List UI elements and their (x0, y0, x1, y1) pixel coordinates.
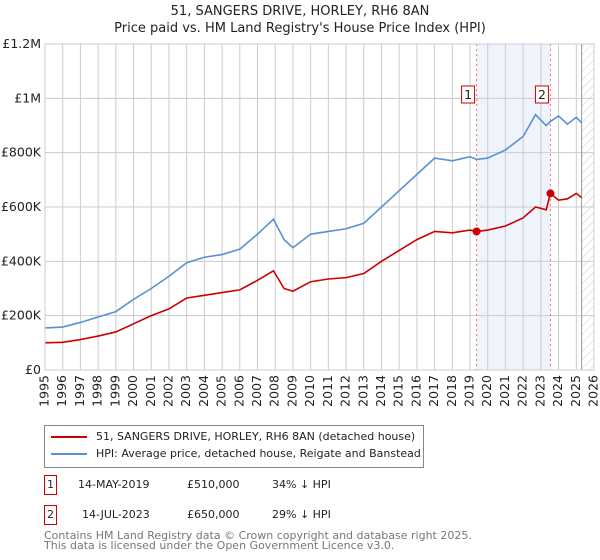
marker-label: 2 (534, 85, 549, 104)
legend: 51, SANGERS DRIVE, HORLEY, RH6 8AN (deta… (44, 425, 424, 468)
x-tick-label: 2022 (515, 375, 530, 407)
marker-label: 1 (461, 85, 476, 104)
marker-box (461, 85, 476, 104)
legend-swatch (51, 452, 87, 455)
x-tick-label: 2017 (426, 375, 441, 407)
x-tick-label: 2012 (338, 375, 353, 407)
marker-badge: 1 (44, 475, 57, 495)
y-tick-label: £0 (25, 362, 41, 377)
legend-item-hpi: HPI: Average price, detached house, Reig… (51, 447, 421, 460)
sale-point (546, 189, 555, 198)
y-tick-label: £400K (1, 253, 42, 268)
footer-licence: This data is licensed under the Open Gov… (44, 539, 395, 552)
marker-number: 1 (464, 87, 472, 102)
series-line (44, 113, 583, 329)
y-tick-label: £1.2M (2, 36, 41, 51)
legend-label: 51, SANGERS DRIVE, HORLEY, RH6 8AN (deta… (96, 430, 416, 443)
x-tick-label: 2021 (497, 375, 512, 407)
x-tick-label: 2025 (568, 375, 583, 407)
footer: Contains HM Land Registry data © Crown c… (44, 529, 472, 552)
x-tick-label: 1996 (54, 375, 69, 407)
transaction-price: £650,000 (187, 508, 240, 521)
x-tick-label: 2005 (214, 375, 229, 407)
x-tick-label: 2026 (586, 375, 600, 407)
x-tick-label: 2016 (408, 375, 423, 407)
x-tick-label: 2010 (302, 375, 317, 407)
x-tick-label: 2015 (391, 375, 406, 407)
transaction-hpi-diff: 29% ↓ HPI (272, 508, 331, 521)
transaction-row: 1 14-MAY-2019 £510,000 34% ↓ HPI (44, 475, 444, 495)
transaction-hpi-diff: 34% ↓ HPI (272, 478, 331, 491)
x-tick-label: 2019 (462, 375, 477, 407)
x-tick-label: 2007 (249, 375, 264, 407)
y-tick-label: £1M (14, 90, 41, 105)
x-tick-label: 2004 (196, 375, 211, 407)
transaction-row: 2 14-JUL-2023 £650,000 29% ↓ HPI (44, 505, 444, 525)
marker-box (534, 85, 549, 104)
marker-badge: 2 (44, 505, 57, 525)
x-tick-label: 1998 (90, 375, 105, 407)
marker-number: 2 (538, 87, 546, 102)
x-tick-label: 2002 (160, 375, 175, 407)
x-tick-label: 2024 (550, 375, 565, 407)
x-tick-label: 2018 (444, 375, 459, 407)
chart-title: 51, SANGERS DRIVE, HORLEY, RH6 8AN (170, 4, 430, 19)
transaction-date: 14-MAY-2019 (78, 478, 150, 491)
legend-item-property: 51, SANGERS DRIVE, HORLEY, RH6 8AN (deta… (51, 430, 415, 443)
x-tick-label: 2008 (267, 375, 282, 407)
x-tick-label: 1999 (107, 375, 122, 407)
x-tick-label: 2003 (178, 375, 193, 407)
x-tick-label: 2020 (479, 375, 494, 407)
transaction-price: £510,000 (187, 478, 240, 491)
legend-swatch (51, 435, 87, 438)
y-tick-label: £200K (1, 308, 42, 323)
chart-subtitle: Price paid vs. HM Land Registry's House … (114, 21, 486, 36)
transaction-date: 14-JUL-2023 (82, 508, 150, 521)
sale-point (472, 227, 481, 236)
x-tick-label: 2013 (355, 375, 370, 407)
footer-copyright: Contains HM Land Registry data © Crown c… (44, 529, 472, 542)
x-tick-label: 2023 (532, 375, 547, 407)
x-tick-label: 2014 (373, 375, 388, 407)
x-tick-label: 2000 (125, 375, 140, 407)
y-tick-label: £600K (1, 199, 42, 214)
x-tick-label: 2001 (143, 375, 158, 407)
y-tick-label: £800K (1, 145, 42, 160)
line-chart: 1995 1996 1997 1998 1999 2000 2001 2002 2003 2004… (1, 36, 600, 407)
series-line (44, 191, 583, 344)
legend-label: HPI: Average price, detached house, Reig… (96, 447, 421, 460)
x-tick-label: 2009 (284, 375, 299, 407)
x-tick-label: 2011 (320, 375, 335, 407)
plot-frame (44, 43, 595, 371)
x-tick-label: 1997 (72, 375, 87, 407)
x-tick-label: 2006 (231, 375, 246, 407)
x-tick-label: 1995 (37, 375, 52, 407)
